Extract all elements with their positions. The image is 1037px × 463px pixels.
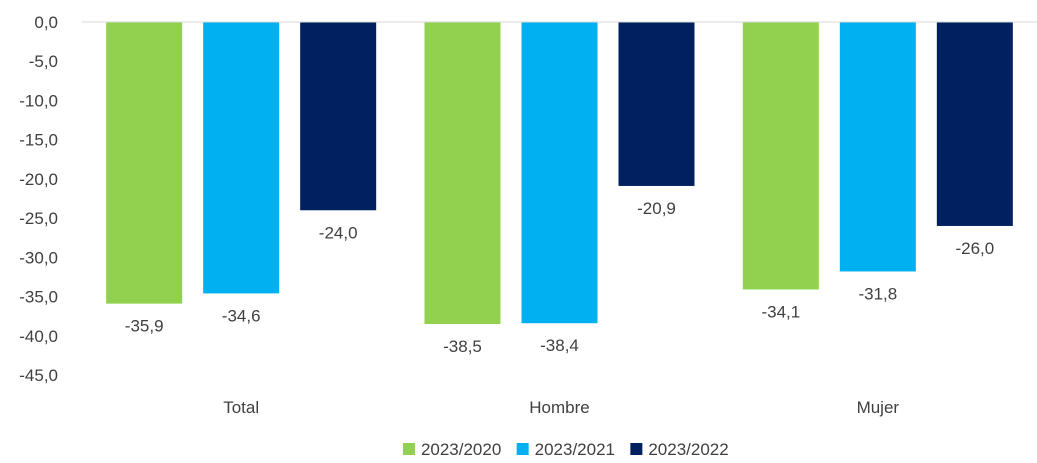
bar [300,22,377,211]
data-label: -34,6 [222,306,261,325]
data-labels: -35,9 -34,6 -24,0 -38,5 -38,4 -20,9 -34,1 -31,8… [125,199,994,356]
data-label: -34,1 [761,302,800,321]
y-tick-label: -25,0 [19,209,58,228]
legend: 2023/2020 2023/2021 2023/2022 [402,440,729,459]
category-label: Hombre [529,398,589,417]
data-label: -35,9 [125,317,164,336]
y-tick-label: 0,0 [34,13,58,32]
y-tick-label: -15,0 [19,131,58,150]
bar [839,22,916,272]
legend-label: 2023/2020 [421,440,501,459]
y-tick-label: -35,0 [19,288,58,307]
y-tick-label: -30,0 [19,248,58,267]
bar [424,22,501,325]
legend-item: 2023/2020 [402,440,501,459]
bar [106,22,183,304]
legend-item: 2023/2021 [516,440,615,459]
legend-item: 2023/2022 [630,440,729,459]
bar [742,22,819,290]
legend-swatch [630,443,643,455]
bar [203,22,280,294]
data-label: -38,5 [443,337,482,356]
data-label: -38,4 [540,336,579,355]
category-label: Total [223,398,259,417]
bar [936,22,1013,226]
y-axis: 0,0 -5,0 -10,0 -15,0 -20,0 -25,0 -30,0 -35,0 -40… [19,13,58,385]
y-tick-label: -10,0 [19,91,58,110]
bars [106,22,1013,325]
category-label: Mujer [857,398,900,417]
data-label: -26,0 [955,239,994,258]
legend-label: 2023/2022 [648,440,728,459]
y-tick-label: -45,0 [19,366,58,385]
legend-label: 2023/2021 [535,440,615,459]
data-label: -24,0 [319,223,358,242]
legend-swatch [516,443,529,455]
x-axis: Total Hombre Mujer [82,21,1037,417]
y-tick-label: -40,0 [19,327,58,346]
data-label: -31,8 [858,284,897,303]
y-tick-label: -20,0 [19,170,58,189]
bar [521,22,598,324]
data-label: -20,9 [637,199,676,218]
bar [618,22,695,186]
legend-swatch [402,443,415,455]
y-tick-label: -5,0 [29,52,58,71]
